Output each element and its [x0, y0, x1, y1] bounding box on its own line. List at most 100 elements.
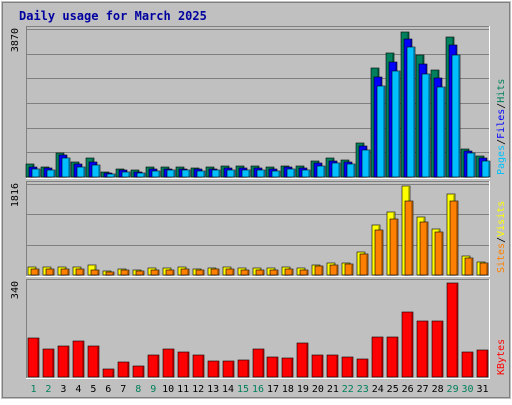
bar-kbytes-day-8 — [132, 365, 145, 378]
day-label-9: 9 — [150, 384, 156, 395]
bar-pages-day-16 — [256, 169, 266, 178]
bar-kbytes-day-22 — [341, 356, 354, 378]
bar-shade — [112, 370, 114, 377]
y-max-label: 3870 — [10, 28, 21, 52]
bar-shade — [187, 270, 189, 275]
bar-sites-day-20 — [314, 265, 324, 276]
legend-sites: Sites — [496, 243, 507, 273]
bar-sites-day-24 — [374, 229, 384, 276]
bar-sites-day-27 — [419, 221, 429, 276]
day-label-14: 14 — [222, 384, 234, 395]
bar-kbytes-day-24 — [371, 336, 384, 378]
bar-pages-day-9 — [151, 170, 161, 178]
bar-shade — [308, 171, 310, 177]
day-label-25: 25 — [387, 384, 399, 395]
bar-sites-day-28 — [434, 231, 444, 276]
bar-shade — [262, 271, 264, 275]
bar-shade — [172, 350, 174, 377]
bar-shade — [321, 356, 323, 377]
bar-shade — [441, 233, 443, 275]
bar-shade — [38, 170, 40, 177]
bar-shade — [188, 171, 190, 177]
bar-shade — [426, 322, 428, 377]
bar-sites-day-26 — [404, 200, 414, 276]
bar-pages-day-18 — [286, 168, 296, 178]
bar-kbytes-day-3 — [57, 345, 70, 378]
day-label-30: 30 — [462, 384, 474, 395]
bar-pages-day-10 — [166, 169, 176, 178]
day-label-13: 13 — [207, 384, 219, 395]
bar-shade — [218, 171, 220, 177]
bar-shade — [157, 356, 159, 377]
bar-kbytes-day-19 — [296, 342, 309, 378]
bar-kbytes-day-29 — [446, 282, 459, 378]
chart-title: Daily usage for March 2025 — [19, 9, 207, 23]
bar-shade — [157, 271, 159, 275]
y-max-label: 340 — [10, 281, 21, 299]
bar-shade — [97, 271, 99, 275]
day-label-18: 18 — [282, 384, 294, 395]
bar-sites-day-10 — [165, 269, 175, 276]
bar-shade — [37, 270, 39, 275]
bar-kbytes-day-17 — [266, 356, 279, 378]
bar-pages-day-6 — [106, 173, 116, 178]
bar-kbytes-day-18 — [281, 357, 294, 378]
legend-visits: Visits — [496, 201, 507, 237]
bar-shade — [321, 267, 323, 275]
bar-pages-day-2 — [46, 169, 56, 178]
bar-sites-day-11 — [180, 268, 190, 276]
bar-shade — [413, 48, 415, 177]
bar-sites-day-23 — [359, 253, 369, 276]
bar-sites-day-25 — [389, 218, 399, 276]
bar-kbytes-day-26 — [401, 311, 414, 378]
bar-sites-day-9 — [150, 269, 160, 276]
bar-shade — [276, 358, 278, 377]
bar-shade — [142, 367, 144, 377]
bar-shade — [411, 202, 413, 275]
legend-files: Files — [496, 109, 507, 139]
bar-shade — [127, 271, 129, 275]
bar-kbytes-day-27 — [416, 320, 429, 378]
bar-pages-day-31 — [481, 160, 491, 178]
frame-dark-edge — [2, 2, 510, 398]
bar-kbytes-day-16 — [252, 348, 265, 378]
day-label-2: 2 — [45, 384, 51, 395]
bar-pages-day-22 — [346, 163, 356, 178]
bar-kbytes-day-7 — [117, 361, 130, 378]
bar-shade — [351, 358, 353, 377]
bar-kbytes-day-13 — [207, 360, 220, 378]
bar-shade — [52, 270, 54, 275]
day-label-6: 6 — [105, 384, 111, 395]
bar-sites-day-5 — [90, 269, 100, 276]
bar-shade — [383, 87, 385, 177]
bar-pages-day-3 — [61, 157, 71, 178]
bar-shade — [291, 359, 293, 377]
day-label-28: 28 — [432, 384, 444, 395]
bar-shade — [338, 164, 340, 177]
bar-kbytes-day-4 — [72, 340, 85, 378]
legend-hits: Hits — [496, 79, 507, 103]
bar-sites-day-29 — [449, 200, 459, 276]
bar-shade — [443, 88, 445, 177]
bar-kbytes-day-12 — [192, 354, 205, 378]
bar-sites-day-16 — [255, 269, 265, 276]
bar-shade — [336, 266, 338, 275]
bar-kbytes-day-28 — [431, 320, 444, 378]
bar-shade — [351, 265, 353, 275]
bar-shade — [217, 270, 219, 275]
bar-shade — [306, 344, 308, 377]
day-label-17: 17 — [267, 384, 279, 395]
bar-shade — [158, 172, 160, 177]
panel-legend: Sites/Visits — [496, 201, 507, 273]
bar-shade — [456, 202, 458, 275]
bar-kbytes-day-23 — [356, 358, 369, 378]
bar-shade — [291, 270, 293, 275]
bar-shade — [263, 171, 265, 177]
day-label-27: 27 — [417, 384, 429, 395]
bar-shade — [471, 259, 473, 275]
day-label-16: 16 — [252, 384, 264, 395]
bar-kbytes-day-10 — [162, 348, 175, 378]
bar-kbytes-day-14 — [222, 360, 235, 378]
